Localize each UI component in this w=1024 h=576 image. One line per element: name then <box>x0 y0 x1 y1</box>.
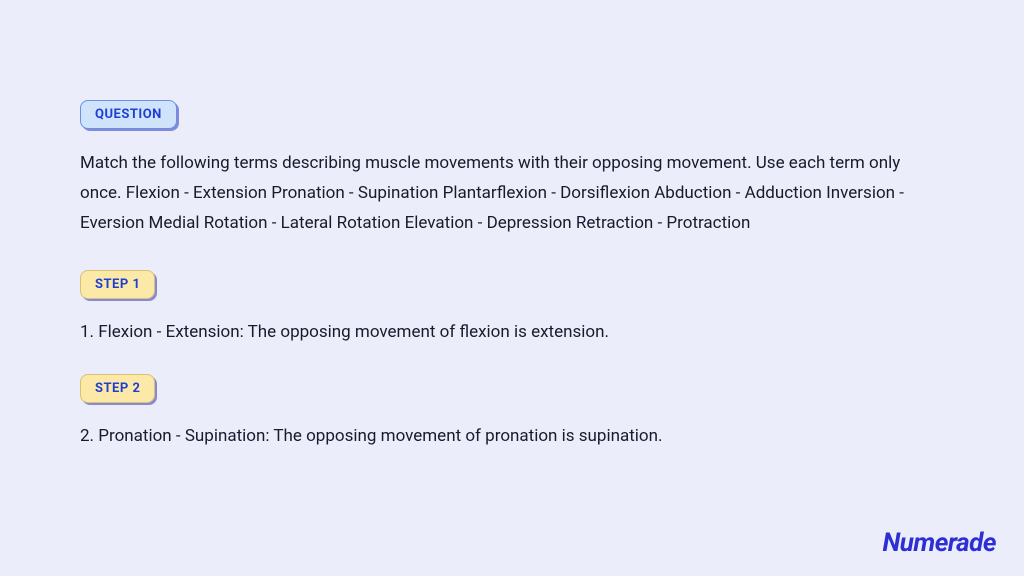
step-badge-1: STEP 1 <box>80 270 155 299</box>
step-text-2: 2. Pronation - Supination: The opposing … <box>80 423 944 450</box>
brand-logo: Numerade <box>882 528 996 558</box>
step-text-1: 1. Flexion - Extension: The opposing mov… <box>80 319 944 346</box>
step-badge-2: STEP 2 <box>80 374 155 403</box>
content-area: QUESTION Match the following terms descr… <box>0 0 1024 519</box>
question-badge: QUESTION <box>80 100 177 129</box>
question-block: QUESTION Match the following terms descr… <box>80 100 944 238</box>
question-text: Match the following terms describing mus… <box>80 149 944 238</box>
step-block-2: STEP 2 2. Pronation - Supination: The op… <box>80 374 944 450</box>
step-block-1: STEP 1 1. Flexion - Extension: The oppos… <box>80 270 944 346</box>
